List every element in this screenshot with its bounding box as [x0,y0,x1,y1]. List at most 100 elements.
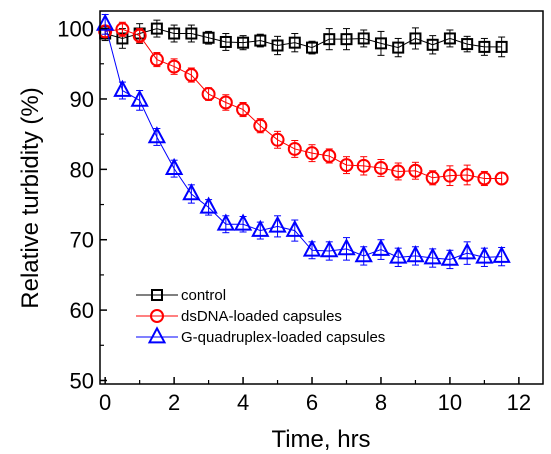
data-point [408,163,423,178]
data-point [475,246,494,264]
data-point [201,87,216,102]
legend-marker [151,289,163,301]
data-point [460,167,475,182]
y-tick-label: 100 [57,17,94,42]
data-point [199,196,218,214]
data-point [492,245,511,263]
data-point [356,158,371,173]
data-point [477,171,492,186]
data-point [391,164,406,179]
data-point [392,41,405,54]
x-tick-label: 2 [168,390,180,415]
data-point [442,168,457,183]
data-point [426,38,439,51]
data-point [354,245,373,263]
data-point [285,219,304,237]
data-point [305,146,320,161]
y-tick-label: 80 [70,157,94,182]
data-point [130,89,149,107]
data-point [268,215,287,233]
x-tick-label: 0 [99,390,111,415]
series-line [105,28,502,179]
data-point [164,157,184,175]
data-point [357,32,370,45]
data-point [218,95,233,110]
x-tick-label: 10 [438,390,462,415]
data-point [409,32,422,45]
data-point [425,170,440,185]
data-point [478,40,491,53]
data-point [440,248,460,266]
data-point [323,33,336,46]
data-point [253,118,268,133]
y-tick-label: 60 [70,298,94,323]
x-axis-title: Time, hrs [271,426,370,453]
legend-item: dsDNA-loaded capsules [136,308,342,325]
data-point [237,36,250,49]
data-point [340,33,353,46]
data-point [182,183,201,201]
data-point [461,38,474,51]
axis-ticks: 0 2 4 6 8 10 12 50 60 70 80 90 100 [57,17,531,415]
data-point [306,41,319,54]
data-point [216,213,236,231]
data-point [233,213,253,231]
data-point [150,22,163,35]
series-square [99,19,508,58]
x-tick-label: 4 [237,390,249,415]
data-point [320,240,339,258]
series-triangle [96,13,511,270]
data-point [322,148,337,163]
data-point [371,238,391,256]
legend-marker [147,326,167,344]
legend-label: dsDNA-loaded capsules [181,308,342,325]
legend-label: G-quadruplex-loaded capsules [181,329,385,346]
data-point [337,238,356,256]
data-point [149,52,164,67]
data-point [443,32,456,45]
y-axis-title: Relative turbidity (%) [17,87,44,308]
series-circle [98,21,509,187]
data-point [96,13,115,31]
data-point [389,246,408,264]
data-point [132,28,147,43]
data-point [423,247,442,265]
data-point [251,219,270,237]
data-point [457,242,477,260]
legend-marker [150,309,164,323]
data-point [167,59,182,74]
data-point [287,141,302,156]
data-point [219,35,232,48]
data-point [339,158,354,173]
data-point [374,37,387,50]
data-point [202,31,215,44]
data-point [147,126,167,144]
x-tick-label: 8 [375,390,387,415]
data-point [185,27,198,40]
data-point [495,40,508,53]
y-tick-label: 50 [70,368,94,393]
data-point [113,79,132,97]
data-point [254,34,267,47]
data-point [494,171,509,186]
series-line [105,28,502,49]
data-point [271,39,284,52]
legend: control dsDNA-loaded capsules G-quadruplex… [136,287,385,346]
x-tick-label: 12 [507,390,531,415]
legend-label: control [181,287,226,304]
data-point [115,22,130,37]
data-point [406,245,425,263]
series-layer [96,13,511,270]
data-point [236,102,251,117]
data-point [270,132,285,147]
y-tick-label: 90 [70,87,94,112]
data-point [168,27,181,40]
data-point [288,36,301,49]
x-tick-label: 6 [306,390,318,415]
data-point [302,239,322,257]
data-point [184,68,199,83]
y-tick-label: 70 [70,228,94,253]
data-point [373,160,388,175]
legend-item: G-quadruplex-loaded capsules [136,326,385,346]
